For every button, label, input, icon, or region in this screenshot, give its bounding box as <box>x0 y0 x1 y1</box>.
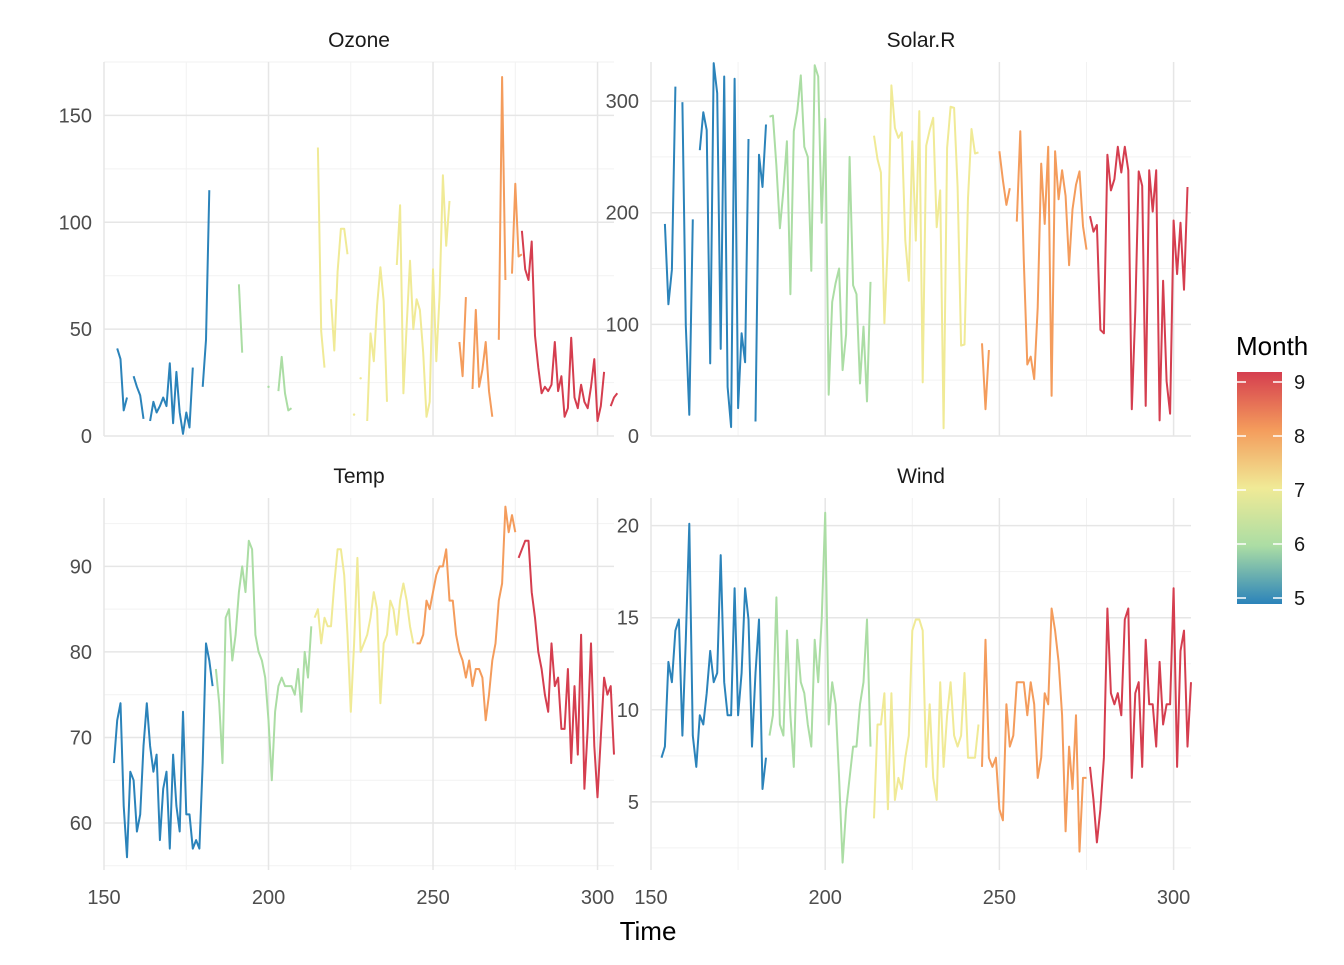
series-line-month-8 <box>511 182 523 274</box>
x-tick-label: 300 <box>581 887 614 909</box>
series-line-month-7 <box>873 84 979 430</box>
series-line-month-9 <box>609 392 619 407</box>
panel-title: Ozone <box>328 29 390 52</box>
panel-title: Wind <box>897 465 945 488</box>
series-line-month-6 <box>214 539 313 782</box>
y-tick-label: 0 <box>81 426 92 448</box>
series-line-month-9 <box>1089 145 1189 422</box>
series-line-month-8 <box>1015 130 1088 397</box>
x-tick-label: 150 <box>634 887 667 909</box>
legend-label: 5 <box>1294 588 1305 610</box>
y-tick-label: 80 <box>70 642 92 664</box>
series-point-month-7 <box>359 377 362 380</box>
legend-label: 8 <box>1294 426 1305 448</box>
x-axis-title: Time <box>620 916 677 946</box>
series-line-month-5 <box>112 642 214 859</box>
y-tick-label: 100 <box>59 212 92 234</box>
series-line-month-8 <box>497 76 507 340</box>
series-line-month-5 <box>116 348 128 412</box>
y-tick-label: 70 <box>70 727 92 749</box>
series-line-month-5 <box>698 62 750 429</box>
panels-group: 0 50 100 150 Ozone 0 100 200 300 Solar.R 60 70 80 90 1… <box>59 29 1192 909</box>
series-line-month-7 <box>366 266 388 422</box>
series-line-month-6 <box>237 284 244 353</box>
series-line-month-5 <box>201 190 211 387</box>
x-tick-label: 250 <box>983 887 1016 909</box>
y-tick-label: 50 <box>70 319 92 341</box>
series-line-month-7 <box>395 174 451 418</box>
y-tick-label: 300 <box>606 91 639 113</box>
series-line-month-6 <box>277 355 293 412</box>
series-line-month-5 <box>681 102 694 416</box>
series-line-month-5 <box>663 86 677 306</box>
y-tick-label: 60 <box>70 813 92 835</box>
legend-label: 6 <box>1294 534 1305 556</box>
y-tick-label: 20 <box>617 516 639 538</box>
series-line-month-9 <box>520 230 606 422</box>
series-line-month-5 <box>149 362 194 435</box>
series-line-month-7 <box>316 147 326 368</box>
x-tick-label: 200 <box>252 887 285 909</box>
y-tick-label: 5 <box>628 792 639 814</box>
y-tick-label: 0 <box>628 426 639 448</box>
y-tick-label: 15 <box>617 608 639 630</box>
series-line-month-6 <box>768 511 872 864</box>
y-tick-label: 90 <box>70 556 92 578</box>
panel-temp: 60 70 80 90 150 200 250 300 Temp <box>70 465 615 909</box>
y-tick-label: 100 <box>606 314 639 336</box>
y-tick-label: 10 <box>617 700 639 722</box>
month-legend: Month 9 8 7 6 5 <box>1236 331 1308 610</box>
legend-label: 7 <box>1294 480 1305 502</box>
panel-title: Solar.R <box>887 29 956 52</box>
legend-colorbar <box>1237 372 1282 604</box>
x-tick-label: 200 <box>809 887 842 909</box>
series-line-month-9 <box>517 539 615 799</box>
x-tick-label: 250 <box>416 887 449 909</box>
series-line-month-7 <box>873 618 980 819</box>
series-line-month-5 <box>754 124 767 422</box>
series-line-month-5 <box>660 522 767 790</box>
series-point-month-6 <box>267 385 270 389</box>
series-line-month-6 <box>769 64 872 403</box>
series-line-month-8 <box>458 297 467 378</box>
y-tick-label: 150 <box>59 105 92 127</box>
panel-title: Temp <box>333 465 384 488</box>
series-point-month-7 <box>352 413 356 416</box>
series-line-month-5 <box>132 375 145 420</box>
series-line-month-8 <box>981 607 1087 853</box>
series-line-month-8 <box>998 151 1011 206</box>
panel-solar-r: 0 100 200 300 Solar.R <box>606 29 1191 448</box>
series-line-month-9 <box>1089 587 1192 844</box>
legend-title: Month <box>1236 331 1308 361</box>
x-tick-label: 300 <box>1157 887 1190 909</box>
panel-wind: 5 10 15 20 150 200 250 300 Wind <box>617 465 1192 909</box>
panel-ozone: 0 50 100 150 Ozone <box>59 29 619 448</box>
series-line-month-8 <box>981 343 990 411</box>
series-line-month-8 <box>416 505 517 722</box>
y-tick-label: 200 <box>606 203 639 225</box>
x-tick-label: 150 <box>87 887 120 909</box>
series-line-month-7 <box>313 548 415 713</box>
series-line-month-8 <box>471 308 494 417</box>
legend-label: 9 <box>1294 372 1305 394</box>
series-line-month-7 <box>330 227 349 352</box>
